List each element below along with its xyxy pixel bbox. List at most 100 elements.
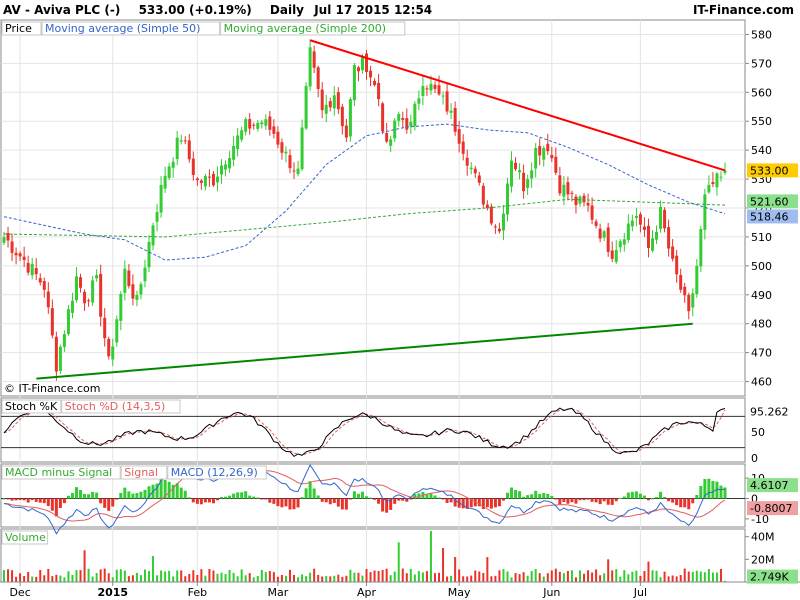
macd-histogram-bar — [272, 498, 276, 504]
macd-histogram-bar — [405, 498, 409, 502]
volume-bar — [417, 571, 420, 582]
candle-body — [538, 146, 542, 156]
macd-histogram-bar — [630, 491, 634, 499]
volume-bar — [526, 575, 529, 582]
candle-body — [719, 176, 723, 178]
macd-histogram-bar — [115, 498, 119, 500]
candle-body — [207, 176, 211, 178]
volume-bar — [148, 570, 151, 582]
volume-bar — [377, 571, 380, 582]
panel-volume — [0, 528, 746, 583]
macd-histogram-bar — [485, 498, 489, 508]
candle-body — [409, 121, 413, 127]
volume-bar — [220, 572, 223, 582]
volume-bar — [599, 575, 602, 582]
macd-histogram-bar — [590, 498, 594, 502]
macd-histogram-bar — [594, 498, 598, 503]
volume-bar — [587, 570, 590, 582]
volume-tick-label: 40M — [751, 531, 775, 544]
macd-histogram-bar — [236, 492, 240, 499]
volume-bar — [309, 572, 312, 582]
macd-histogram-bar — [501, 498, 505, 501]
macd-signal-line — [3, 470, 726, 522]
macd-histogram-bar — [566, 498, 570, 504]
candle-body — [34, 268, 38, 275]
candle-body — [320, 89, 324, 111]
volume-bar — [506, 571, 509, 582]
volume-bar — [127, 576, 130, 582]
candle-body — [671, 246, 675, 259]
candle-body — [280, 142, 284, 153]
volume-bar — [719, 569, 722, 582]
macd-histogram-bar — [711, 481, 715, 499]
candle-body — [26, 262, 30, 273]
volume-bar — [3, 570, 5, 582]
volume-bar — [570, 570, 573, 582]
macd-legend: MACD minus Signal — [5, 466, 112, 479]
volume-bar — [91, 576, 94, 582]
candle-body — [679, 275, 683, 290]
macd-histogram-bar — [70, 492, 74, 499]
macd-histogram-bar — [425, 493, 429, 499]
candle-body — [606, 227, 610, 252]
volume-bar — [337, 574, 340, 582]
volume-bar — [462, 576, 465, 582]
candle-body — [220, 165, 224, 175]
volume-bar — [583, 573, 586, 582]
last-price-text: 533.00 (+0.19%) — [138, 3, 252, 17]
candle-body — [252, 124, 256, 126]
macd-legend: MACD (12,26,9) — [171, 466, 258, 479]
volume-bar — [160, 570, 163, 582]
volume-bar — [671, 575, 674, 582]
macd-histogram-bar — [683, 498, 687, 508]
volume-legend-bg — [1, 530, 49, 545]
macd-histogram-bar — [211, 498, 215, 504]
candle-body — [715, 173, 719, 188]
volume-bar — [99, 569, 102, 582]
macd-histogram-bar — [469, 498, 473, 508]
volume-bar — [695, 570, 698, 582]
volume-bar — [256, 575, 259, 582]
candle-body — [123, 268, 127, 293]
candle-body — [501, 213, 505, 231]
volume-bar — [450, 575, 453, 582]
candle-body — [421, 86, 425, 96]
month-label: Apr — [357, 586, 377, 599]
macd-histogram-bar — [232, 493, 236, 499]
candle-body — [179, 140, 183, 142]
volume-bar — [683, 568, 686, 582]
macd-histogram-bar — [409, 498, 413, 500]
volume-bar — [95, 573, 98, 582]
macd-histogram-bar — [348, 498, 352, 500]
volume-bar — [502, 569, 505, 582]
volume-bar — [707, 569, 710, 582]
volume-bar — [79, 570, 82, 582]
macd-histogram-bar — [622, 496, 626, 499]
candle-body — [54, 336, 58, 372]
volume-bar — [200, 569, 203, 582]
ma200-value-label: 521.60 — [750, 195, 789, 208]
candle-body — [469, 167, 473, 170]
macd-histogram-bar — [606, 498, 610, 505]
macd-histogram-bar — [671, 498, 675, 503]
candle-body — [377, 82, 381, 100]
macd-histogram-bar — [650, 498, 654, 500]
macd-histogram-bar — [260, 498, 264, 500]
month-label: May — [448, 586, 471, 599]
macd-histogram-bar — [79, 490, 83, 499]
macd-histogram-bar — [663, 496, 667, 499]
macd-histogram-bar — [518, 491, 522, 499]
candle-body — [348, 99, 352, 137]
macd-histogram-bar — [131, 493, 135, 499]
candle-body — [99, 273, 103, 317]
volume-bar — [232, 572, 235, 582]
volume-bar — [647, 561, 650, 582]
volume-bar — [429, 531, 432, 582]
candle-body — [159, 184, 163, 213]
macd-histogram-bar — [365, 496, 369, 499]
candle-body — [127, 270, 131, 287]
volume-bar — [224, 574, 227, 582]
volume-bar — [272, 572, 275, 582]
macd-histogram-bar — [586, 498, 590, 500]
macd-histogram-bar — [22, 498, 26, 501]
